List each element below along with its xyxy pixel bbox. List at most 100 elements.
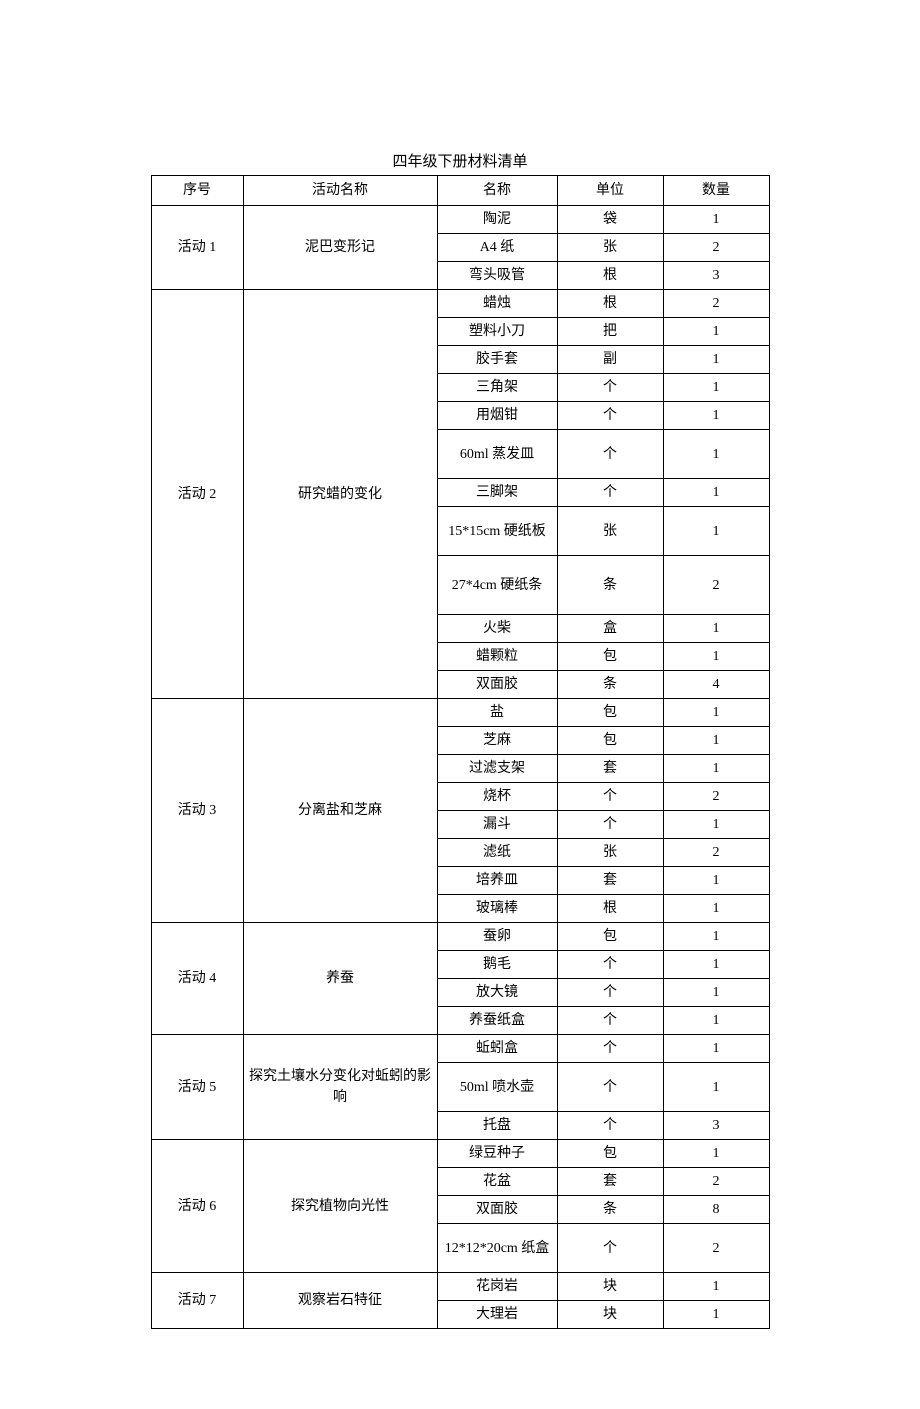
item-qty: 1 [663, 811, 769, 839]
item-qty: 1 [663, 699, 769, 727]
item-name: 15*15cm 硬纸板 [437, 507, 557, 556]
header-seq: 序号 [151, 176, 243, 206]
item-name: 50ml 喷水壶 [437, 1063, 557, 1112]
item-qty: 1 [663, 206, 769, 234]
item-name: 花盆 [437, 1168, 557, 1196]
item-unit: 条 [557, 1196, 663, 1224]
item-name: 花岗岩 [437, 1273, 557, 1301]
item-qty: 1 [663, 1035, 769, 1063]
item-unit: 张 [557, 234, 663, 262]
item-unit: 块 [557, 1273, 663, 1301]
item-name: 蜡烛 [437, 290, 557, 318]
item-qty: 1 [663, 979, 769, 1007]
item-name: 胶手套 [437, 346, 557, 374]
item-name: 陶泥 [437, 206, 557, 234]
table-row: 活动 5探究土壤水分变化对蚯蚓的影响蚯蚓盒个1 [151, 1035, 769, 1063]
item-unit: 把 [557, 318, 663, 346]
table-row: 活动 6探究植物向光性绿豆种子包1 [151, 1140, 769, 1168]
item-name: A4 纸 [437, 234, 557, 262]
item-name: 滤纸 [437, 839, 557, 867]
item-qty: 1 [663, 507, 769, 556]
item-name: 弯头吸管 [437, 262, 557, 290]
item-unit: 个 [557, 783, 663, 811]
activity-seq: 活动 5 [151, 1035, 243, 1140]
activity-seq: 活动 6 [151, 1140, 243, 1273]
item-unit: 条 [557, 556, 663, 615]
item-name: 养蚕纸盒 [437, 1007, 557, 1035]
item-unit: 根 [557, 262, 663, 290]
item-qty: 1 [663, 1007, 769, 1035]
item-name: 蜡颗粒 [437, 643, 557, 671]
item-name: 12*12*20cm 纸盒 [437, 1224, 557, 1273]
item-qty: 1 [663, 727, 769, 755]
item-qty: 8 [663, 1196, 769, 1224]
item-unit: 包 [557, 727, 663, 755]
item-name: 蚕卵 [437, 923, 557, 951]
item-name: 过滤支架 [437, 755, 557, 783]
item-qty: 1 [663, 402, 769, 430]
activity-seq: 活动 4 [151, 923, 243, 1035]
item-name: 芝麻 [437, 727, 557, 755]
item-name: 烧杯 [437, 783, 557, 811]
item-qty: 1 [663, 374, 769, 402]
item-name: 双面胶 [437, 1196, 557, 1224]
item-name: 双面胶 [437, 671, 557, 699]
item-unit: 根 [557, 290, 663, 318]
item-unit: 个 [557, 1035, 663, 1063]
item-unit: 包 [557, 923, 663, 951]
item-qty: 1 [663, 895, 769, 923]
item-unit: 套 [557, 1168, 663, 1196]
item-qty: 1 [663, 615, 769, 643]
header-unit: 单位 [557, 176, 663, 206]
item-qty: 1 [663, 1273, 769, 1301]
item-qty: 2 [663, 234, 769, 262]
item-unit: 个 [557, 374, 663, 402]
item-qty: 3 [663, 262, 769, 290]
item-name: 蚯蚓盒 [437, 1035, 557, 1063]
item-unit: 包 [557, 1140, 663, 1168]
item-name: 火柴 [437, 615, 557, 643]
item-name: 培养皿 [437, 867, 557, 895]
item-name: 27*4cm 硬纸条 [437, 556, 557, 615]
table-row: 活动 2研究蜡的变化蜡烛根2 [151, 290, 769, 318]
item-qty: 2 [663, 290, 769, 318]
activity-name: 分离盐和芝麻 [243, 699, 437, 923]
item-qty: 1 [663, 923, 769, 951]
item-name: 三脚架 [437, 479, 557, 507]
item-name: 绿豆种子 [437, 1140, 557, 1168]
item-unit: 个 [557, 430, 663, 479]
item-qty: 4 [663, 671, 769, 699]
table-row: 活动 1泥巴变形记陶泥袋1 [151, 206, 769, 234]
item-unit: 个 [557, 1063, 663, 1112]
item-name: 三角架 [437, 374, 557, 402]
item-unit: 个 [557, 479, 663, 507]
table-row: 活动 7观察岩石特征花岗岩块1 [151, 1273, 769, 1301]
item-unit: 根 [557, 895, 663, 923]
activity-name: 研究蜡的变化 [243, 290, 437, 699]
item-qty: 2 [663, 839, 769, 867]
item-qty: 1 [663, 1301, 769, 1329]
item-unit: 袋 [557, 206, 663, 234]
activity-name: 探究土壤水分变化对蚯蚓的影响 [243, 1035, 437, 1140]
header-name: 名称 [437, 176, 557, 206]
item-unit: 副 [557, 346, 663, 374]
item-unit: 个 [557, 402, 663, 430]
header-qty: 数量 [663, 176, 769, 206]
item-name: 大理岩 [437, 1301, 557, 1329]
item-name: 塑料小刀 [437, 318, 557, 346]
item-qty: 1 [663, 1140, 769, 1168]
item-unit: 套 [557, 755, 663, 783]
table-row: 活动 3分离盐和芝麻盐包1 [151, 699, 769, 727]
item-name: 用烟钳 [437, 402, 557, 430]
item-qty: 1 [663, 1063, 769, 1112]
item-unit: 包 [557, 699, 663, 727]
item-name: 鹅毛 [437, 951, 557, 979]
item-qty: 2 [663, 556, 769, 615]
item-qty: 3 [663, 1112, 769, 1140]
item-unit: 套 [557, 867, 663, 895]
item-qty: 1 [663, 951, 769, 979]
materials-table: 序号活动名称名称单位数量活动 1泥巴变形记陶泥袋1A4 纸张2弯头吸管根3活动 … [151, 175, 770, 1329]
item-name: 托盘 [437, 1112, 557, 1140]
activity-seq: 活动 2 [151, 290, 243, 699]
item-qty: 1 [663, 430, 769, 479]
